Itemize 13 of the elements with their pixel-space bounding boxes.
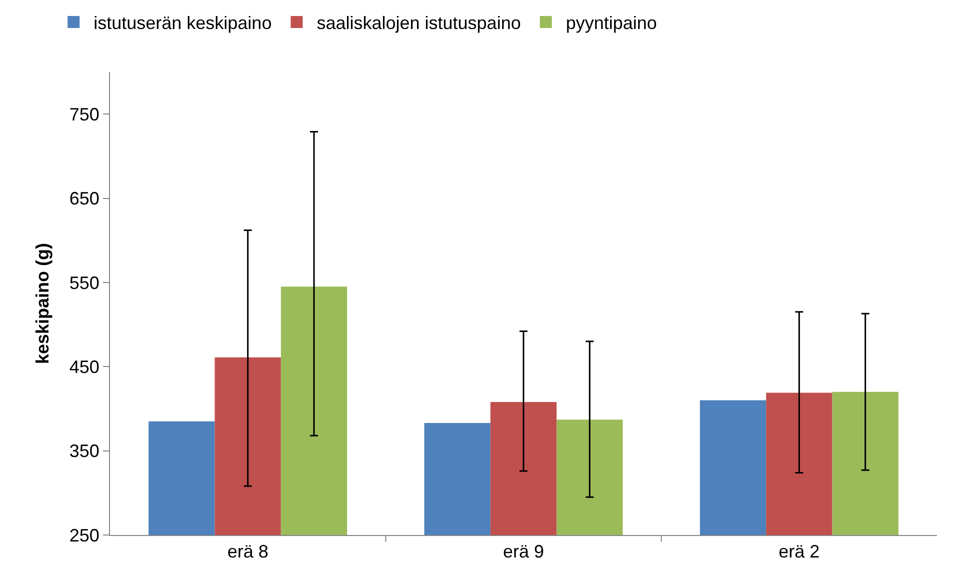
y-tick-label: 250: [69, 525, 100, 546]
x-tick-label: erä 8: [227, 542, 268, 562]
y-tick-label: 350: [69, 441, 100, 462]
x-tick-label: erä 9: [502, 542, 544, 562]
y-tick-label: 550: [69, 272, 100, 293]
legend-label: istutuserän keskipaino: [94, 13, 272, 34]
y-tick-label: 650: [69, 188, 100, 209]
x-tick-label: erä 2: [778, 542, 820, 562]
legend-label: saaliskalojen istutuspaino: [316, 13, 521, 34]
y-tick-label: 450: [69, 356, 100, 377]
y-axis-title: keskipaino (g): [32, 242, 53, 364]
legend-label: pyyntipaino: [566, 13, 657, 34]
y-tick-label: 750: [69, 104, 100, 124]
